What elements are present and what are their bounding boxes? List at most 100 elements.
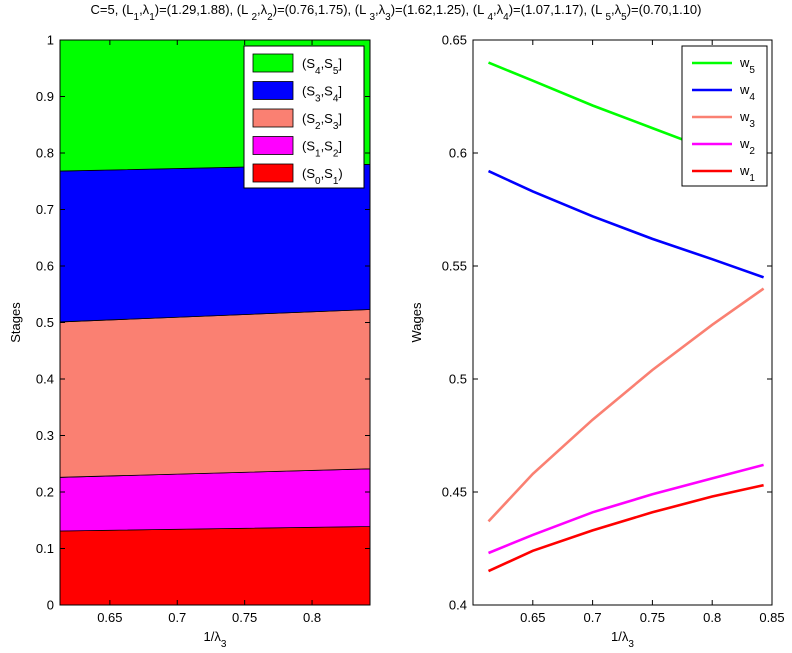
left-legend-label-3-b: ,S <box>321 139 334 154</box>
title-pair-4-value: )=(1.07,1.17), <box>509 2 591 17</box>
left-ytick-label-7: 0.7 <box>36 202 54 217</box>
left-legend-label-4: (S0,S1) <box>302 166 343 187</box>
left-legend-label-2: (S2,S3] <box>302 111 342 132</box>
title-pair-5-lambda: ,λ <box>611 2 622 17</box>
left-xtick-label-3: 0.8 <box>303 610 321 625</box>
right-legend-label-4-base: w <box>739 163 750 178</box>
title-pair-5-L-sub: 5 <box>605 12 611 23</box>
left-legend-label-1-sub1: 3 <box>315 93 321 104</box>
right-legend-label-2: w3 <box>739 109 755 130</box>
left-ytick-label-10: 1 <box>47 33 54 48</box>
left-ytick-label-0: 0 <box>47 598 54 613</box>
title-pair-3-lambda-sub: 3 <box>385 12 391 23</box>
title-pair-1-value: )=(1.29,1.88), <box>155 2 237 17</box>
left-legend-swatch-1 <box>252 81 294 100</box>
title-pair-3-L: (L <box>355 2 370 17</box>
left-legend-label-1: (S3,S4] <box>302 84 342 105</box>
left-legend-label-1-c: ] <box>338 84 342 99</box>
title-pair-4-lambda-sub: 4 <box>503 12 509 23</box>
left-legend: (S4,S5](S3,S4](S2,S3](S1,S2](S0,S1) <box>243 45 365 189</box>
right-legend-label-2-base: w <box>739 109 750 124</box>
stage-area-0 <box>59 526 371 606</box>
left-legend-label-3: (S1,S2] <box>302 139 342 160</box>
left-legend-label-3-c: ] <box>338 139 342 154</box>
title-pair-1-lambda-sub: 1 <box>149 12 155 23</box>
left-legend-label-4-sub1: 0 <box>315 176 321 187</box>
left-xlabel-sub: 3 <box>221 639 227 650</box>
title-pair-1-L: (L <box>122 2 134 17</box>
wages-line-chart: 0.65 0.7 0.75 0.8 0.85 0.4 0.45 0.5 0.55 0.6 0.65 1… <box>409 33 785 650</box>
right-legend-label-4: w1 <box>739 163 755 184</box>
left-ytick-label-1: 0.1 <box>36 541 54 556</box>
title-pair-3-L-sub: 3 <box>369 12 375 23</box>
right-legend-label-0-sub: 5 <box>749 65 755 76</box>
right-axes-box <box>472 39 773 606</box>
left-legend-label-0-sub1: 4 <box>315 66 321 77</box>
right-ylabel: Wages <box>409 302 424 342</box>
left-legend-label-3-sub1: 1 <box>315 148 321 159</box>
title-pair-5-lambda-sub: 5 <box>621 12 627 23</box>
left-xlabel: 1/λ3 <box>204 629 227 650</box>
right-ytick-label-2: 0.5 <box>449 372 467 387</box>
title-pair-4-lambda: ,λ <box>493 2 504 17</box>
right-legend-label-1: w4 <box>739 82 755 103</box>
wage-line-w2 <box>488 463 764 555</box>
right-legend-label-0: w5 <box>739 55 755 76</box>
left-legend-label-4-sub2: 1 <box>333 176 339 187</box>
left-legend-swatch-2 <box>252 108 294 128</box>
right-xtick-label-0: 0.65 <box>520 610 545 625</box>
left-ylabel: Stages <box>8 302 23 343</box>
left-xtick-label-0: 0.65 <box>97 610 122 625</box>
left-ytick-label-8: 0.8 <box>36 146 54 161</box>
left-legend-label-1-b: ,S <box>321 84 334 99</box>
left-ytick-label-3: 0.3 <box>36 428 54 443</box>
left-legend-label-0-b: ,S <box>321 56 334 71</box>
left-legend-label-2-c: ] <box>338 111 342 126</box>
left-xtick-label-2: 0.75 <box>232 610 257 625</box>
right-xtick-label-4: 0.85 <box>759 610 784 625</box>
title-pair-3-lambda: ,λ <box>375 2 386 17</box>
left-legend-label-4-c: ) <box>338 166 342 181</box>
left-ytick-label-9: 0.9 <box>36 89 54 104</box>
title-pair-2-L: (L <box>237 2 252 17</box>
right-legend-label-1-base: w <box>739 82 750 97</box>
title-pair-2-value: )=(0.76,1.75), <box>273 2 355 17</box>
left-legend-label-0-a: (S <box>302 56 315 71</box>
left-legend-label-2-sub2: 3 <box>333 121 339 132</box>
right-ytick-label-3: 0.55 <box>442 259 467 274</box>
title-pair-4-L: (L <box>473 2 488 17</box>
title-pair-2-L-sub: 2 <box>251 12 257 23</box>
left-ytick-label-4: 0.4 <box>36 372 54 387</box>
left-xtick-label-1: 0.7 <box>168 610 186 625</box>
title-pair-5-value: )=(0.70,1.10) <box>627 2 702 17</box>
right-ytick-label-5: 0.65 <box>442 33 467 48</box>
title-pair-3-value: )=(1.62,1.25), <box>391 2 473 17</box>
right-xtick-label-1: 0.7 <box>584 610 602 625</box>
left-axes-box <box>59 39 371 606</box>
wage-line-w3 <box>487 287 765 523</box>
left-legend-label-1-sub2: 4 <box>333 93 339 104</box>
left-legend-label-3-sub2: 2 <box>333 148 339 159</box>
right-legend-label-3-sub: 2 <box>749 146 755 157</box>
stage-area-2 <box>59 309 371 478</box>
right-xtick-label-3: 0.8 <box>703 610 721 625</box>
stage-area-1 <box>59 468 371 532</box>
title-pair-1-lambda: ,λ <box>139 2 150 17</box>
right-xtick-label-2: 0.75 <box>640 610 665 625</box>
right-xlabel-sub: 3 <box>628 639 634 650</box>
left-legend-label-2-sub1: 2 <box>315 121 321 132</box>
left-xlabel-base: 1/λ <box>204 629 222 644</box>
right-ytick-label-1: 0.45 <box>442 485 467 500</box>
left-ytick-label-2: 0.2 <box>36 485 54 500</box>
right-legend-label-4-sub: 1 <box>749 173 755 184</box>
figure-title: C=5, (L1,λ1)=(1.29,1.88), (L 2,λ2)=(0.76… <box>91 2 702 23</box>
wage-line-w4 <box>487 169 765 279</box>
left-legend-swatch-4 <box>252 163 294 183</box>
right-legend-label-0-base: w <box>739 55 750 70</box>
right-legend-label-3-base: w <box>739 136 750 151</box>
right-ytick-label-0: 0.4 <box>449 598 467 613</box>
title-pair-5-L: (L <box>591 2 606 17</box>
right-xlabel: 1/λ3 <box>611 629 634 650</box>
